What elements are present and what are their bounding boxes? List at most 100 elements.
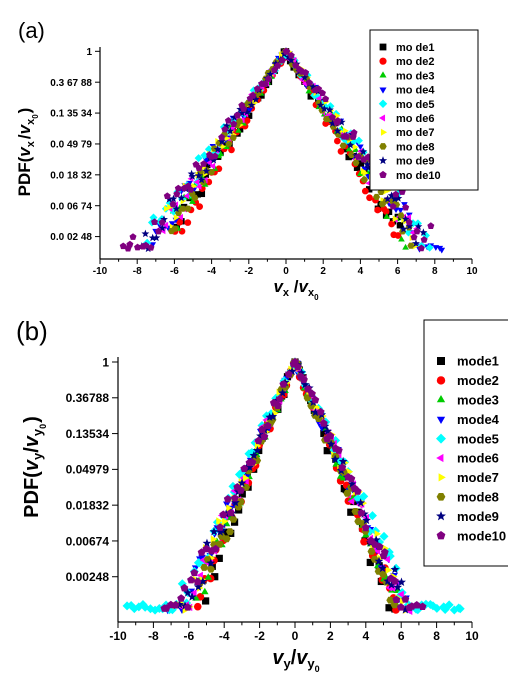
data-point (412, 242, 419, 250)
data-point (330, 454, 340, 464)
data-point (405, 222, 414, 230)
panel-a-xlabel-v2: v (299, 277, 310, 296)
data-point (187, 575, 195, 584)
legend-label: mo de6 (396, 113, 435, 125)
data-point (240, 105, 248, 112)
data-point (226, 508, 235, 517)
data-point (209, 156, 218, 164)
data-point (404, 228, 413, 237)
data-point (233, 111, 241, 119)
x-tick-label: -10 (109, 629, 127, 643)
x-tick-label: -6 (170, 266, 179, 277)
data-point (352, 143, 359, 151)
data-point (169, 200, 177, 208)
data-point (374, 556, 384, 566)
data-point (284, 370, 293, 378)
legend-label: mode2 (457, 373, 499, 388)
legend-entry: mo de5 (378, 99, 435, 111)
legend-marker (378, 99, 388, 109)
legend-marker (436, 453, 444, 463)
data-point (393, 582, 403, 592)
x-tick-label: -2 (244, 266, 253, 277)
data-point (392, 190, 400, 198)
data-point (380, 548, 389, 556)
data-point (414, 222, 423, 230)
data-point (287, 51, 295, 59)
data-point (247, 447, 257, 457)
data-point (278, 56, 286, 64)
data-point (198, 554, 206, 562)
legend-marker (436, 511, 446, 521)
data-point (390, 601, 399, 609)
data-point (318, 89, 326, 97)
x-tick-label: 10 (466, 266, 478, 277)
data-point (200, 151, 209, 160)
data-point (163, 192, 171, 200)
data-point (379, 571, 388, 578)
data-point (310, 407, 320, 417)
data-point (432, 603, 442, 613)
data-point (162, 221, 169, 229)
data-point (360, 176, 368, 183)
panel-a-ylabel-post: ) (15, 108, 34, 114)
data-point (382, 208, 390, 215)
data-point (367, 511, 377, 521)
y-tick-label: 0.36788 (66, 391, 110, 405)
data-point (292, 61, 300, 69)
series-3 (192, 357, 401, 606)
legend-label: mo de3 (396, 70, 435, 82)
data-point (243, 108, 251, 116)
data-point (383, 213, 390, 219)
data-point (236, 486, 245, 494)
legend-entry: mo de1 (379, 42, 435, 54)
data-point (243, 117, 251, 124)
data-point (371, 535, 381, 544)
data-point (297, 368, 307, 377)
data-point (158, 223, 167, 232)
data-point (311, 395, 320, 404)
panel-a-y-axis-title: PDF(vx/vx0) (15, 108, 40, 197)
data-point (420, 236, 428, 243)
data-point (188, 172, 197, 180)
legend-label: mo de10 (396, 170, 441, 182)
x-tick-label: 8 (433, 629, 440, 643)
x-tick-label: 2 (327, 629, 334, 643)
data-point (237, 478, 247, 487)
data-point (230, 120, 238, 127)
data-point (338, 463, 347, 471)
data-point (254, 442, 262, 450)
data-point (200, 563, 209, 571)
panel-a-ylabel-subsub: 0 (31, 114, 40, 119)
data-point (316, 407, 325, 416)
panel-b-legend: mode1 mode2 mode3 mode4 mode5 mode6 mode7 mode8… (423, 319, 508, 567)
legend-entry: mode8 (436, 489, 499, 504)
data-point (339, 142, 347, 149)
data-point (177, 213, 183, 221)
data-point (226, 528, 234, 536)
data-point (412, 600, 421, 609)
data-point (328, 113, 336, 121)
data-point (235, 126, 242, 133)
panel-a-ticks: -10 -8 -6 -4 -2 0 2 4 6 8 10 1 0.3 67 88 0.1 35 34 0.0… (50, 47, 478, 277)
data-point (213, 145, 222, 153)
data-point (322, 116, 330, 123)
data-point (397, 212, 405, 219)
data-point (266, 70, 275, 78)
data-point (229, 134, 237, 141)
panel-a-ylabel-sub2: x (25, 118, 37, 125)
data-point (302, 68, 310, 76)
panel-a-xlabel-slash: / (289, 277, 299, 296)
data-point (364, 163, 373, 172)
data-point (363, 160, 372, 168)
data-point (221, 125, 229, 133)
x-tick-label: 6 (395, 266, 401, 277)
data-point (316, 100, 325, 109)
panel-b-y-axis-title: PDF(vy/vy0) (21, 416, 48, 518)
data-point (350, 129, 358, 136)
panel-b-ylabel-sub2: y (30, 428, 45, 436)
legend-label: mo de4 (396, 85, 435, 97)
data-point (248, 458, 257, 466)
panel-b-x-axis-title: vy/vy0 (272, 647, 319, 674)
panel-a-xlabel-sub: x (283, 287, 290, 299)
data-point (160, 215, 168, 223)
